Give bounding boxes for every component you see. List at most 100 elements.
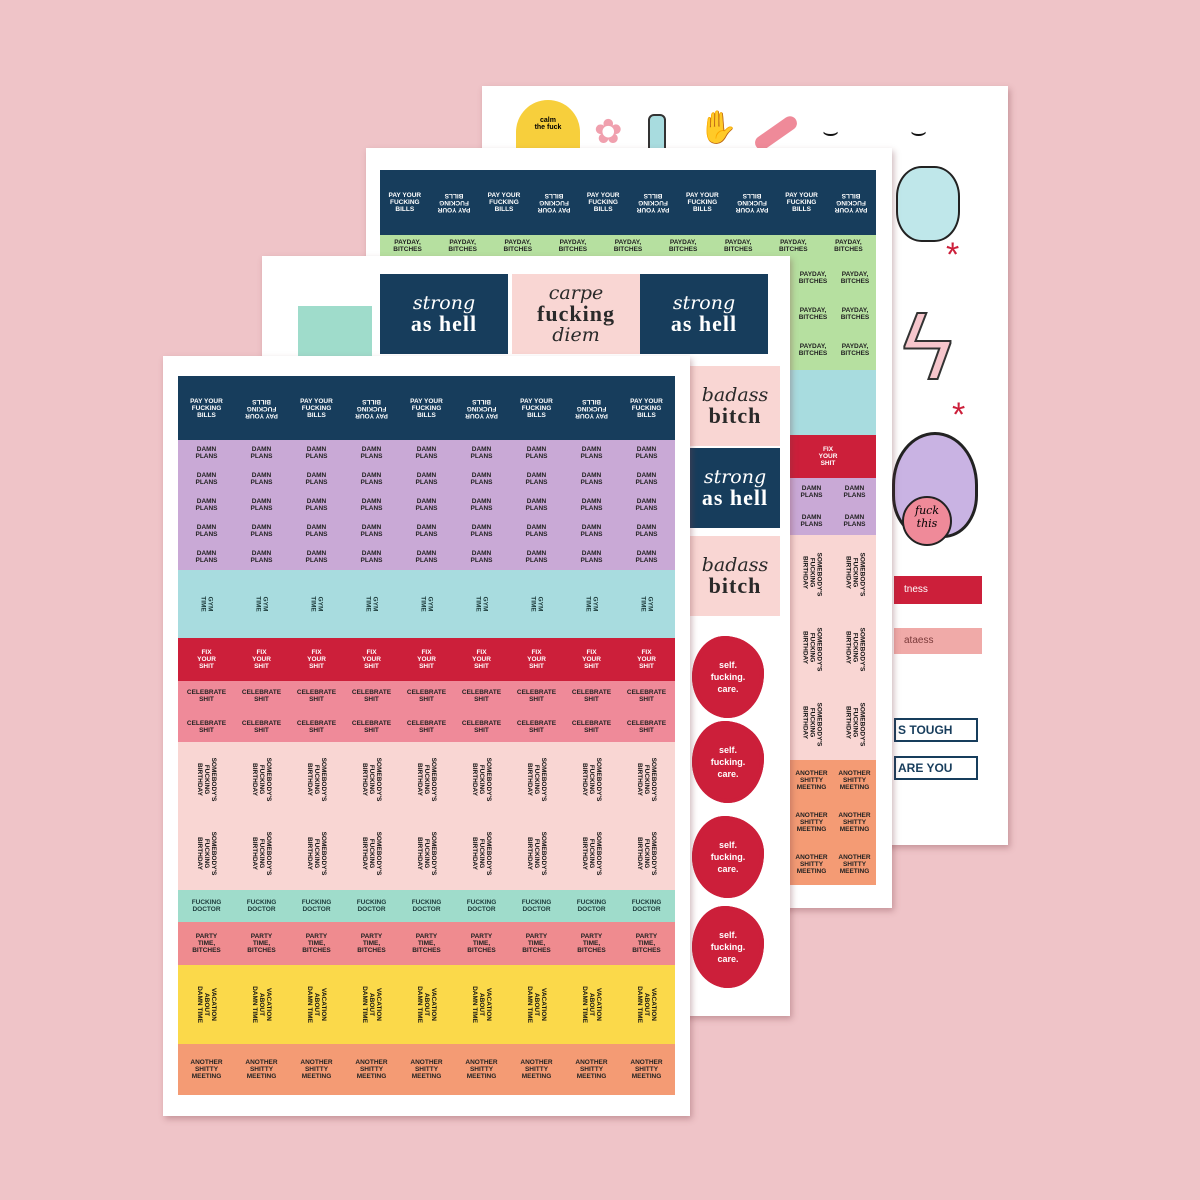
sticker-plans: DAMN PLANS (580, 446, 603, 460)
sticker-plans: DAMN PLANS (195, 498, 218, 512)
sticker-vacation: VACATION ABOUT DAMN TIME (526, 986, 547, 1023)
sticker-plans: DAMN PLANS (635, 524, 658, 538)
lightning-icon: ϟ (901, 292, 954, 401)
sticker-vacation: VACATION ABOUT DAMN TIME (416, 986, 437, 1023)
sticker-plans: DAMN PLANS (250, 524, 273, 538)
sticker-fix: FIX YOUR SHIT (307, 649, 326, 670)
sticker-meeting: ANOTHER SHITTY MEETING (300, 1059, 333, 1080)
banner-sticker: S TOUGH ARE YOU (894, 710, 978, 800)
band-bills: PAY YOUR FUCKING BILLS PAY YOUR FUCKING B… (178, 376, 675, 440)
eyelash-icon: ⌣ (910, 116, 928, 146)
sticker-plans: DAMN PLANS (635, 472, 658, 486)
sticker-plans: DAMN PLANS (800, 485, 823, 500)
sticker-plans: DAMN PLANS (525, 550, 548, 564)
sticker-teal: GYM TIME (309, 596, 324, 612)
sticker-birthday: SOMEBODY'S FUCKING BIRTHDAY (801, 552, 822, 597)
sticker-payday: PAYDAY, BITCHES (503, 239, 533, 253)
sticker-teal: GYM TIME (584, 596, 599, 612)
sticker-bills: PAY YOUR FUCKING BILLS (686, 192, 719, 213)
sticker-plans: DAMN PLANS (470, 446, 493, 460)
sticker-birthday: SOMEBODY'S FUCKING BIRTHDAY (581, 757, 602, 801)
sticker-party: PARTY TIME, BITCHES (632, 933, 661, 954)
sticker-fix: FIX YOUR SHIT (582, 649, 601, 670)
tile-script-text: strong (672, 292, 736, 314)
sticker-birthday: SOMEBODY'S FUCKING BIRTHDAY (844, 702, 865, 747)
sticker-party: PARTY TIME, BITCHES (467, 933, 496, 954)
sticker-fix: FIX YOUR SHIT (362, 649, 381, 670)
sticker-fix: FIX YOUR SHIT (527, 649, 546, 670)
sticker-payday: PAYDAY, BITCHES (779, 239, 808, 253)
sticker-plans: DAMN PLANS (580, 472, 603, 486)
sticker-teal: GYM TIME (529, 596, 544, 612)
band-celebrate: CELEBRATE SHIT CELEBRATE SHIT CELEBRATE SH… (178, 681, 675, 742)
sticker-doctor: FUCKING DOCTOR (631, 899, 662, 913)
sticker-party: PARTY TIME, BITCHES (522, 933, 551, 954)
sticker-payday: PAYDAY, BITCHES (558, 239, 588, 253)
sticker-vacation: VACATION ABOUT DAMN TIME (471, 986, 492, 1023)
sticker-celebrate: CELEBRATE SHIT (351, 719, 392, 734)
sticker-payday: PAYDAY, BITCHES (840, 271, 870, 285)
sticker-plans: DAMN PLANS (525, 498, 548, 512)
sticker-birthday: SOMEBODY'S FUCKING BIRTHDAY (251, 831, 272, 875)
sheet3-payday-column: PAYDAY, BITCHES PAYDAY, BITCHES PAYDAY, BI… (792, 260, 876, 368)
sticker-payday: PAYDAY, BITCHES (798, 307, 828, 321)
sticker-meeting: ANOTHER SHITTY MEETING (795, 853, 828, 875)
sticker-vacation: VACATION ABOUT DAMN TIME (251, 986, 272, 1023)
sticker-birthday: SOMEBODY'S FUCKING BIRTHDAY (526, 831, 547, 875)
sticker-meeting: ANOTHER SHITTY MEETING (355, 1059, 388, 1080)
sticker-plans: DAMN PLANS (250, 472, 273, 486)
tile-serif-text: bitch (708, 403, 762, 428)
sticker-meeting: ANOTHER SHITTY MEETING (630, 1059, 663, 1080)
sticker-payday: PAYDAY, BITCHES (798, 343, 828, 357)
sticker-plans: DAMN PLANS (195, 472, 218, 486)
sticker-bills: PAY YOUR FUCKING BILLS (630, 397, 663, 419)
sticker-meeting: ANOTHER SHITTY MEETING (190, 1059, 223, 1080)
sticker-teal: GYM TIME (639, 596, 654, 612)
band-party: PARTY TIME, BITCHES PARTY TIME, BITCHES PA… (178, 922, 675, 965)
sticker-birthday: SOMEBODY'S FUCKING BIRTHDAY (416, 757, 437, 801)
tile-script-text: badass (701, 554, 769, 576)
sticker-plans: DAMN PLANS (195, 524, 218, 538)
sticker-teal: GYM TIME (419, 596, 434, 612)
sticker-celebrate: CELEBRATE SHIT (626, 719, 667, 734)
sticker-plans: DAMN PLANS (580, 550, 603, 564)
sticker-plans: DAMN PLANS (525, 524, 548, 538)
tile-script-text: strong (703, 466, 767, 488)
sticker-plans: DAMN PLANS (360, 446, 383, 460)
tile-sticker: carpe fucking diem (512, 274, 640, 354)
band-doctor: FUCKING DOCTOR FUCKING DOCTOR FUCKING DOCT… (178, 890, 675, 922)
sticker-plans: DAMN PLANS (415, 498, 438, 512)
sticker-plans: DAMN PLANS (360, 524, 383, 538)
sticker-plans: DAMN PLANS (305, 446, 328, 460)
sticker-party: PARTY TIME, BITCHES (577, 933, 606, 954)
sticker-plans: DAMN PLANS (415, 472, 438, 486)
sticker-meeting: ANOTHER SHITTY MEETING (795, 770, 828, 792)
self-care-flower-sticker: self. fucking. care. (692, 906, 764, 988)
sticker-birthday: SOMEBODY'S FUCKING BIRTHDAY (636, 757, 657, 801)
sticker-meeting: ANOTHER SHITTY MEETING (838, 853, 871, 875)
sticker-plans: DAMN PLANS (470, 550, 493, 564)
sticker-vacation: VACATION ABOUT DAMN TIME (636, 986, 657, 1023)
band-vacation: VACATION ABOUT DAMN TIME VACATION ABOUT D… (178, 965, 675, 1044)
tile-serif-text: bitch (708, 573, 762, 598)
sticker-plans: DAMN PLANS (360, 472, 383, 486)
sticker-plans: DAMN PLANS (580, 524, 603, 538)
asterisk-icon: * (946, 236, 960, 274)
sticker-fix: FIX YOUR SHIT (818, 446, 838, 467)
sticker-plans: DAMN PLANS (415, 550, 438, 564)
sheet3-payday-row: PAYDAY, BITCHES PAYDAY, BITCHES PAYDAY, BI… (380, 237, 876, 255)
sticker-plans: DAMN PLANS (800, 513, 823, 528)
banner-bottom-text: ARE YOU (894, 756, 978, 780)
sticker-payday: PAYDAY, BITCHES (840, 307, 870, 321)
sticker-meeting: ANOTHER SHITTY MEETING (575, 1059, 608, 1080)
sticker-vacation: VACATION ABOUT DAMN TIME (581, 986, 602, 1023)
sticker-bills: PAY YOUR FUCKING BILLS (586, 192, 620, 213)
sticker-celebrate: CELEBRATE SHIT (296, 719, 337, 734)
sticker-party: PARTY TIME, BITCHES (302, 933, 331, 954)
sticker-birthday: SOMEBODY'S FUCKING BIRTHDAY (251, 757, 272, 801)
sticker-plans: DAMN PLANS (415, 524, 438, 538)
sticker-birthday: SOMEBODY'S FUCKING BIRTHDAY (801, 702, 822, 747)
self-care-flower-sticker: self. fucking. care. (692, 636, 764, 718)
self-care-flower-sticker: self. fucking. care. (692, 721, 764, 803)
sticker-birthday: SOMEBODY'S FUCKING BIRTHDAY (306, 757, 327, 801)
